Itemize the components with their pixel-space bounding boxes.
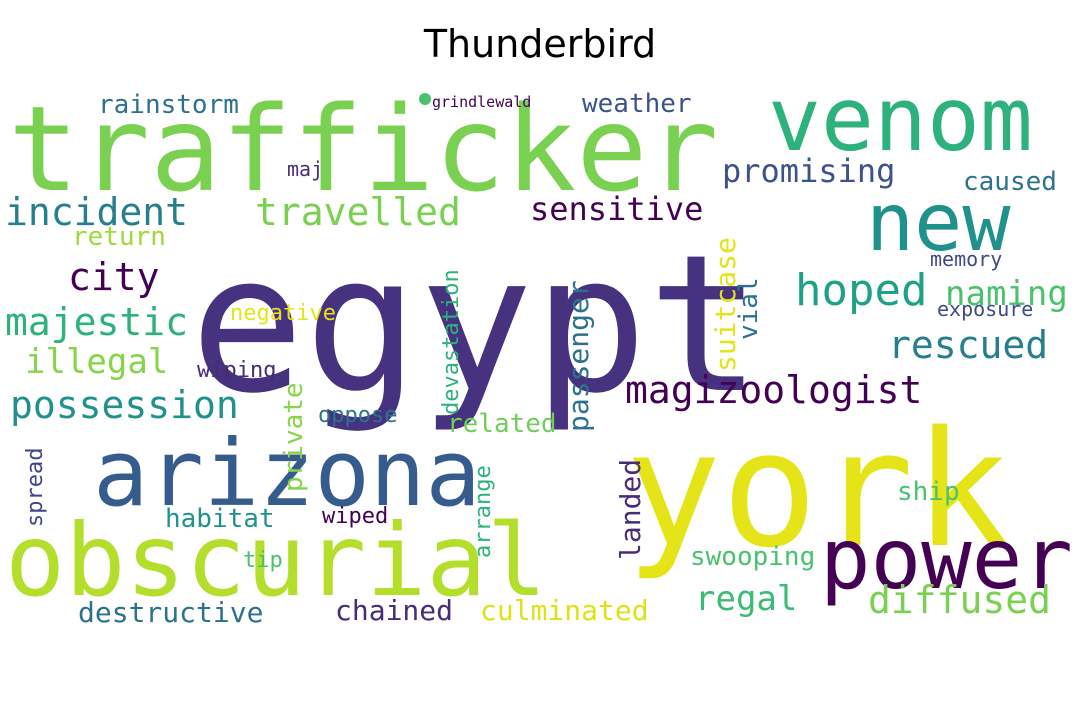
word-private: private	[279, 382, 309, 492]
word-wiped: wiped	[322, 504, 388, 529]
word-obscurial: obscurial	[5, 502, 547, 619]
word-swooping: swooping	[690, 542, 815, 572]
word-possession: possession	[10, 383, 239, 427]
word-caused: caused	[963, 167, 1057, 197]
word-trafficker: trafficker	[8, 80, 718, 218]
word-arrange: arrange	[471, 465, 496, 558]
word-oppose: oppose	[318, 403, 397, 428]
word-maj: maj	[287, 157, 323, 181]
word-habitat: habitat	[165, 504, 275, 534]
word-incident: incident	[5, 190, 188, 234]
word-destructive: destructive	[78, 596, 263, 629]
word-illegal: illegal	[25, 342, 168, 382]
dot-mark	[419, 93, 431, 105]
word-travelled: travelled	[255, 190, 461, 234]
word-return: return	[72, 222, 166, 252]
word-related: related	[447, 409, 557, 439]
word-landed: landed	[614, 459, 647, 560]
word-vial: vial	[734, 277, 764, 340]
word-majestic: majestic	[5, 300, 188, 344]
word-passenger: passenger	[562, 280, 595, 432]
word-egypt: egypt	[190, 214, 762, 435]
word-new: new	[866, 176, 1011, 269]
word-negative: negative	[230, 301, 336, 326]
word-city: city	[68, 255, 160, 299]
word-naming: naming	[945, 274, 1068, 314]
word-tip: tip	[243, 548, 283, 573]
word-york: york	[625, 396, 1010, 583]
word-grindlewald: grindlewald	[432, 93, 531, 111]
word-diffused: diffused	[868, 578, 1051, 622]
word-chained: chained	[335, 594, 453, 627]
word-memory: memory	[930, 247, 1002, 271]
word-exposure: exposure	[937, 297, 1033, 321]
word-regal: regal	[695, 579, 797, 619]
word-rescued: rescued	[888, 323, 1048, 367]
word-rainstorm: rainstorm	[98, 90, 239, 120]
word-ship: ship	[897, 477, 960, 507]
word-power: power	[820, 510, 1073, 608]
word-wiping: wiping	[197, 358, 276, 383]
word-arizona: arizona	[93, 420, 481, 527]
word-venom: venom	[768, 68, 1033, 171]
word-weather: weather	[582, 89, 692, 119]
chart-title: Thunderbird	[423, 22, 657, 66]
word-sensitive: sensitive	[530, 190, 703, 228]
word-devastation: devastation	[439, 269, 464, 415]
word-spread: spread	[23, 448, 48, 527]
word-culminated: culminated	[480, 594, 649, 627]
word-hoped: hoped	[795, 265, 927, 316]
word-promising: promising	[722, 152, 895, 190]
word-magizoologist: magizoologist	[625, 368, 922, 412]
word-suitcase: suitcase	[709, 237, 742, 372]
